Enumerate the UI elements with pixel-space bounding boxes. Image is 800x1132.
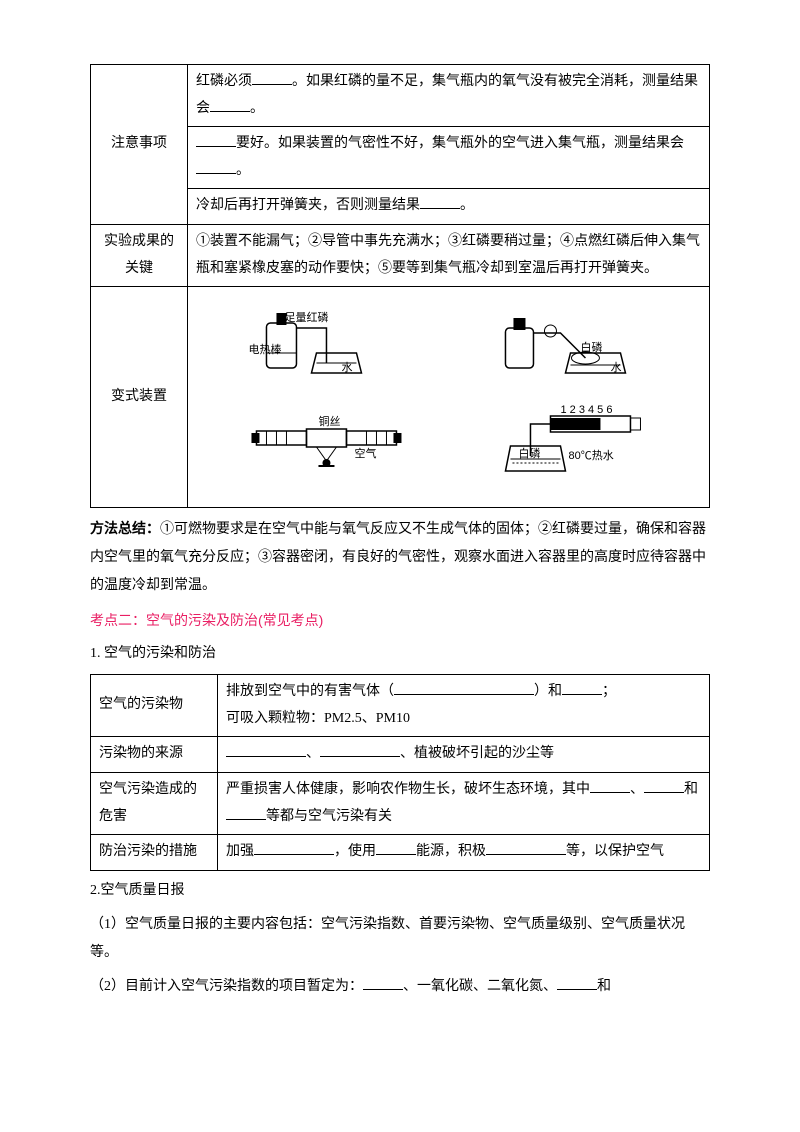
section-2-title: 2.空气质量日报 — [90, 877, 710, 905]
cell-header-precautions: 注意事项 — [91, 65, 188, 225]
diagram-3: 铜丝空气 — [214, 401, 439, 491]
svg-text:白磷: 白磷 — [581, 340, 603, 354]
cell-precaution-2: 要好。如果装置的气密性不好，集气瓶外的空气进入集气瓶，测量结果会。 — [188, 127, 710, 189]
para-report-2: （2）目前计入空气污染指数的项目暂定为：、一氧化碳、二氧化氮、和 — [90, 973, 710, 1001]
cell-pollutants-c: 排放到空气中的有害气体（）和；可吸入颗粒物：PM2.5、PM10 — [218, 675, 710, 737]
cell-harm-c: 严重损害人体健康，影响农作物生长，破坏生态环境，其中、和等都与空气污染有关 — [218, 772, 710, 834]
cell-source-c: 、、植被破坏引起的沙尘等 — [218, 737, 710, 773]
cell-header-variant: 变式装置 — [91, 287, 188, 508]
diagram-4: 1 2 3 4 5 6 白磷 80℃热水 — [458, 401, 683, 491]
cell-precaution-3: 冷却后再打开弹簧夹，否则测量结果。 — [188, 189, 710, 225]
topic-2-heading: 考点二：空气的污染及防治(常见考点) — [90, 606, 710, 634]
cell-precaution-1: 红磷必须。如果红磷的量不足，集气瓶内的氧气没有被完全消耗，测量结果会。 — [188, 65, 710, 127]
diagram-2: 白磷水 — [458, 303, 683, 393]
table-precautions: 注意事项 红磷必须。如果红磷的量不足，集气瓶内的氧气没有被完全消耗，测量结果会。… — [90, 64, 710, 508]
svg-text:80℃热水: 80℃热水 — [569, 449, 614, 462]
svg-text:水: 水 — [611, 361, 622, 374]
svg-text:足量红磷: 足量红磷 — [284, 311, 328, 324]
cell-prevent-c: 加强，使用能源，积极等，以保护空气 — [218, 835, 710, 871]
section-1-title: 1. 空气的污染和防治 — [90, 640, 710, 668]
cell-pollutants-h: 空气的污染物 — [91, 675, 218, 737]
svg-text:水: 水 — [341, 361, 352, 374]
svg-text:电热棒: 电热棒 — [248, 342, 281, 356]
table-pollution: 空气的污染物 排放到空气中的有害气体（）和；可吸入颗粒物：PM2.5、PM10 … — [90, 674, 710, 871]
svg-text:白磷: 白磷 — [519, 446, 541, 460]
cell-source-h: 污染物的来源 — [91, 737, 218, 773]
cell-variant-diagrams: 电热棒足量红磷水 白磷水 铜丝空气 1 2 3 4 5 6白磷80℃热水 — [188, 287, 710, 508]
cell-prevent-h: 防治污染的措施 — [91, 835, 218, 871]
cell-header-key: 实验成果的关键 — [91, 224, 188, 286]
svg-text:空气: 空气 — [354, 446, 376, 460]
svg-text:铜丝: 铜丝 — [318, 414, 340, 428]
method-summary: 方法总结：①可燃物要求是在空气中能与氧气反应又不生成气体的固体；②红磷要过量，确… — [90, 514, 710, 600]
cell-key-content: ①装置不能漏气；②导管中事先充满水；③红磷要稍过量；④点燃红磷后伸入集气瓶和塞紧… — [188, 224, 710, 286]
svg-text:1 2 3 4 5 6: 1 2 3 4 5 6 — [561, 404, 613, 416]
para-report-1: （1）空气质量日报的主要内容包括：空气污染指数、首要污染物、空气质量级别、空气质… — [90, 911, 710, 967]
cell-harm-h: 空气污染造成的危害 — [91, 772, 218, 834]
diagram-1: 电热棒 足量红磷水 — [214, 303, 439, 393]
